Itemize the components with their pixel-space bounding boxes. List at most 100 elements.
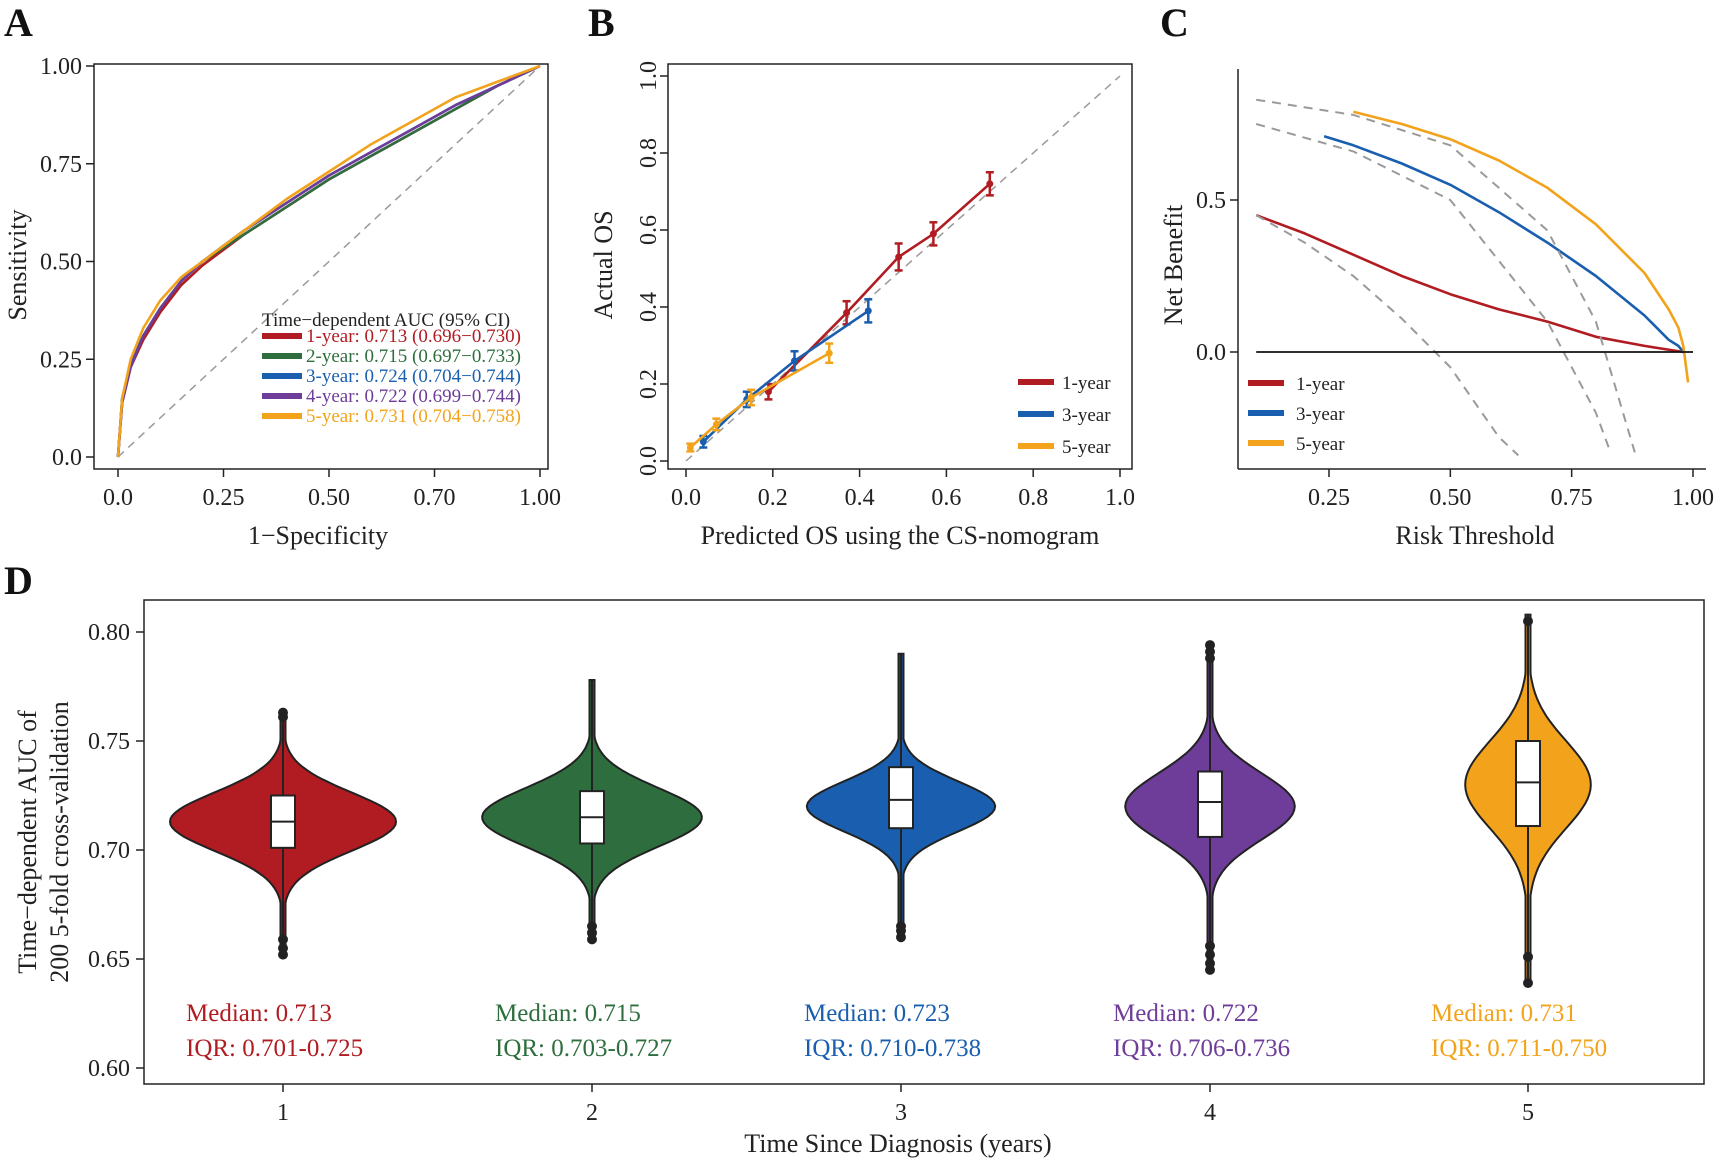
x-tick-label: 0.0: [103, 485, 133, 511]
x-tick-label: 4: [1204, 1100, 1216, 1126]
panel-a-frame: [93, 63, 549, 470]
x-tick-label: 2: [586, 1100, 598, 1126]
x-tick-label: 1.00: [519, 485, 561, 511]
panel-b-reference-line: [685, 75, 1121, 462]
x-tick-label: 0.0: [671, 485, 701, 511]
panel-label-b: B: [588, 0, 615, 45]
x-tick-label: 0.25: [1308, 485, 1350, 511]
panel-label-c: C: [1160, 0, 1189, 45]
iqr-text-4: IQR: 0.706-0.736: [1113, 1035, 1290, 1062]
outlier-point-1: [278, 943, 288, 954]
panel-c-x-axis: 0.25 0.50 0.75 1.00: [1308, 469, 1714, 511]
y-tick-label: 0.50: [40, 250, 82, 276]
median-text-4: Median: 0.722: [1113, 1000, 1259, 1027]
outlier-point-3: [896, 921, 906, 932]
iqr-text-5: IQR: 0.711-0.750: [1431, 1035, 1607, 1062]
panel-b-legend: 1-year 3-year 5-year: [1018, 373, 1111, 458]
panel-a-series: [116, 64, 541, 458]
y-tick-label: 0.0: [636, 446, 662, 476]
calibration-point-5-year: [747, 393, 755, 401]
y-tick-label: 0.8: [636, 138, 662, 168]
net-benefit-line-3-year: [1323, 134, 1685, 353]
panel-c-x-axis-title: Risk Threshold: [1395, 521, 1554, 550]
net-benefit-line-5-year: [1352, 110, 1690, 383]
legend-label-3-year: 3-year: [1062, 405, 1111, 426]
net-benefit-line-treat-all-1-year-: [1255, 214, 1519, 457]
x-tick-label: 0.8: [1018, 485, 1048, 511]
x-tick-label: 0.50: [308, 485, 350, 511]
outlier-point-2: [587, 921, 597, 932]
y-tick-label: 0.2: [636, 369, 662, 399]
calibration-point-3-year: [864, 307, 872, 315]
panel-c-decision-curve: 0.25 0.50 0.75 1.00 0.0 0.5 Risk Threshold N…: [1159, 69, 1714, 550]
x-tick-label: 0.50: [1429, 485, 1471, 511]
median-text-1: Median: 0.713: [186, 1000, 332, 1027]
y-tick-label: 0.0: [1196, 340, 1226, 366]
calibration-point-5-year: [686, 444, 694, 452]
panel-a-roc-curves: 0.0 0.25 0.50 0.70 1.00 0.00.250.500.751.00 …: [3, 54, 561, 550]
panel-d-y-axis-title-line-1: Time−dependent AUC of: [13, 710, 42, 974]
y-tick-label: 0.4: [636, 292, 662, 322]
calibration-point-5-year: [712, 420, 720, 428]
calibration-point-1-year: [895, 253, 903, 261]
panel-d-x-axis: 1 2 3 4 5: [277, 1084, 1534, 1126]
diagonal-reference-line: [117, 65, 541, 458]
legend-label-3-year: 3-year: 0.724 (0.704−0.744): [306, 366, 521, 387]
net-benefit-line-treat-all-3-year-: [1255, 123, 1612, 453]
panel-d-y-axis-title: Time−dependent AUC of 200 5-fold cross-v…: [13, 701, 74, 983]
x-tick-label: 1.00: [1672, 485, 1714, 511]
x-tick-label: 0.75: [1551, 485, 1593, 511]
outlier-point-4: [1205, 640, 1215, 651]
panel-b-y-axis-title: Actual OS: [589, 210, 618, 319]
y-tick-label: 1.00: [40, 54, 82, 80]
legend-label-5-year: 5-year: 0.731 (0.704−0.758): [306, 406, 521, 427]
iqr-box-5: [1515, 740, 1541, 828]
outlier-point-5: [1523, 616, 1533, 627]
net-benefit-line-treat-all-5-year-: [1256, 98, 1636, 453]
panel-d-violins: [168, 613, 1592, 988]
median-text-5: Median: 0.731: [1431, 1000, 1577, 1027]
net-benefit-line-1-year: [1255, 213, 1684, 354]
panel-a-reference-line: [117, 65, 541, 458]
x-tick-label: 1: [277, 1100, 289, 1126]
calibration-line-5-year: [689, 352, 830, 449]
y-tick-label: 0.60: [88, 1056, 130, 1082]
calibration-point-1-year: [843, 309, 851, 317]
y-tick-label: 0.25: [40, 347, 82, 373]
calibration-point-3-year: [699, 438, 707, 446]
panel-a-legend-title: Time−dependent AUC (95% CI): [262, 310, 510, 331]
outlier-point-5: [1523, 977, 1533, 988]
calibration-point-1-year: [929, 230, 937, 238]
iqr-text-1: IQR: 0.701-0.725: [186, 1035, 363, 1062]
legend-label-4-year: 4-year: 0.722 (0.699−0.744): [306, 386, 521, 407]
panel-d-x-axis-title: Time Since Diagnosis (years): [744, 1129, 1051, 1158]
panel-d-violin-plot: 1 2 3 4 5 0.60 0.65 0.70 0.75 0.80 Median: 0.713…: [13, 599, 1705, 1158]
y-tick-label: 0.75: [40, 152, 82, 178]
panel-b-x-axis: 0.0 0.2 0.4 0.6 0.8 1.0: [671, 469, 1135, 511]
x-tick-label: 0.70: [414, 485, 456, 511]
panel-b-y-axis: 0.0 0.2 0.4 0.6 0.8 1.0: [636, 61, 668, 476]
median-text-3: Median: 0.723: [804, 1000, 950, 1027]
y-tick-label: 0.65: [88, 947, 130, 973]
panel-a-legend: Time−dependent AUC (95% CI) 1-year: 0.71…: [262, 310, 521, 427]
legend-label-2-year: 2-year: 0.715 (0.697−0.733): [306, 346, 521, 367]
outlier-point-1: [278, 707, 288, 718]
calibration-line-3-year: [702, 309, 870, 443]
y-tick-label: 0.5: [1196, 188, 1226, 214]
calibration-point-5-year: [825, 349, 833, 357]
y-tick-label: 0.0: [52, 445, 82, 471]
y-tick-label: 0.75: [88, 729, 130, 755]
x-tick-label: 0.4: [845, 485, 875, 511]
outlier-point-4: [1205, 958, 1215, 969]
panel-c-y-axis: 0.0 0.5: [1196, 188, 1238, 366]
panel-a-x-axis: 0.0 0.25 0.50 0.70 1.00: [103, 469, 561, 511]
iqr-text-3: IQR: 0.710-0.738: [804, 1035, 981, 1062]
y-tick-label: 0.70: [88, 838, 130, 864]
iqr-box-3: [888, 766, 914, 830]
panel-b-x-axis-title: Predicted OS using the CS-nomogram: [701, 521, 1100, 550]
x-tick-label: 1.0: [1105, 485, 1135, 511]
panel-d-y-axis-title-line-2: 200 5-fold cross-validation: [45, 701, 74, 983]
x-tick-label: 5: [1522, 1100, 1534, 1126]
outlier-point-1: [278, 934, 288, 945]
diagonal-reference-line: [685, 75, 1121, 462]
